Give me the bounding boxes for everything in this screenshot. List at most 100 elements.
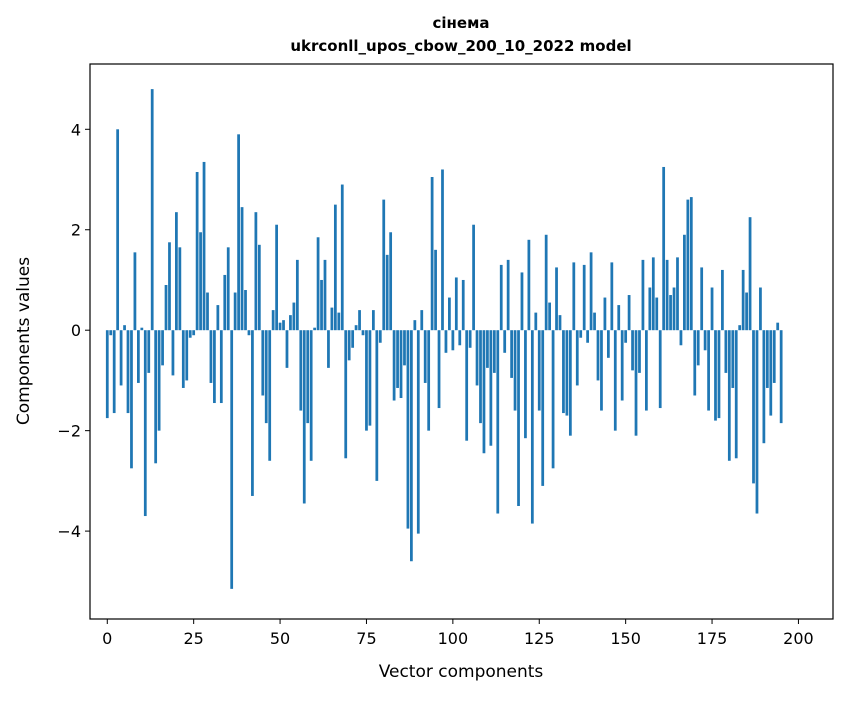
bar <box>727 330 731 461</box>
bar <box>351 330 355 348</box>
bar <box>617 305 621 331</box>
bar <box>389 232 393 331</box>
bar <box>448 297 451 331</box>
bar <box>209 330 213 383</box>
bar <box>714 330 717 421</box>
bar <box>140 327 144 331</box>
bar <box>527 239 531 331</box>
bar <box>406 330 410 529</box>
bar <box>517 330 520 506</box>
bar <box>157 330 161 431</box>
bar <box>458 330 462 346</box>
bar <box>437 330 441 409</box>
bar <box>361 330 365 336</box>
bar <box>461 279 465 331</box>
bar <box>596 330 600 381</box>
bar <box>112 330 116 414</box>
bar <box>558 315 562 331</box>
bar <box>282 320 285 331</box>
bar <box>175 212 178 331</box>
bar <box>375 330 379 481</box>
bar <box>665 259 669 331</box>
bar <box>717 330 721 419</box>
bar <box>371 310 375 331</box>
bar <box>275 224 278 331</box>
bar <box>347 330 351 361</box>
bar <box>707 330 710 411</box>
bar <box>306 330 310 424</box>
bar <box>738 325 742 331</box>
bar <box>551 330 555 469</box>
bar <box>313 327 317 331</box>
bar <box>261 330 265 396</box>
bar <box>233 292 237 331</box>
bar <box>710 287 714 331</box>
bar <box>403 330 406 366</box>
x-tick-label: 200 <box>783 629 814 648</box>
bar <box>482 330 486 454</box>
bar <box>634 330 638 436</box>
bar <box>683 234 686 331</box>
bar <box>340 184 344 331</box>
bar <box>185 330 189 381</box>
bar <box>254 212 258 331</box>
bar <box>755 330 759 514</box>
x-tick-label: 50 <box>270 629 290 648</box>
bar <box>178 247 182 331</box>
bar <box>454 277 458 331</box>
bar <box>320 279 323 331</box>
bar <box>686 199 690 331</box>
bar <box>423 330 427 383</box>
bar <box>206 292 209 331</box>
bar <box>337 312 341 331</box>
bar <box>492 330 496 373</box>
x-axis-label: Vector components <box>379 662 544 682</box>
bar <box>648 287 652 331</box>
bar <box>631 330 634 371</box>
bar <box>219 330 223 404</box>
x-tick-label: 25 <box>183 629 203 648</box>
bar <box>676 257 679 331</box>
bar <box>734 330 738 459</box>
bar <box>365 330 368 431</box>
bar <box>292 302 296 331</box>
bar <box>486 330 489 368</box>
x-tick-label: 175 <box>697 629 728 648</box>
bar <box>323 259 327 331</box>
bar <box>285 330 289 368</box>
bar <box>330 307 334 331</box>
bar <box>693 330 697 396</box>
bar <box>741 269 745 331</box>
y-tick-label: −2 <box>57 422 81 441</box>
bar <box>534 312 538 331</box>
bar <box>354 325 358 331</box>
bar <box>624 330 628 343</box>
bar <box>610 262 614 331</box>
bar <box>765 330 769 388</box>
bar <box>133 252 137 331</box>
bar <box>434 249 437 331</box>
bar <box>192 330 196 336</box>
bar <box>382 199 386 331</box>
bar <box>565 330 569 416</box>
bar <box>240 207 244 331</box>
bar <box>772 330 776 383</box>
bar <box>130 330 133 469</box>
bar <box>116 129 120 331</box>
bar <box>188 330 192 338</box>
bar <box>368 330 372 426</box>
bar <box>137 330 140 383</box>
bar <box>164 285 168 331</box>
chart-title: сінема <box>433 14 490 32</box>
bar <box>150 89 154 331</box>
bar <box>427 330 431 431</box>
bar <box>724 330 728 373</box>
bar <box>752 330 755 484</box>
y-tick-label: 0 <box>71 321 81 340</box>
bar <box>496 330 500 514</box>
bar <box>748 217 752 331</box>
bar <box>468 330 472 348</box>
bar <box>230 330 234 589</box>
